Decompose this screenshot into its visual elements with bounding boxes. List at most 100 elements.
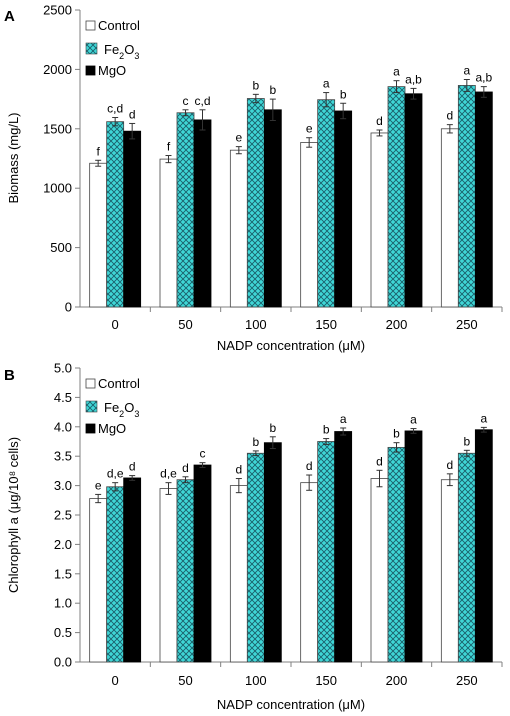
legend-swatch-fe2o3 [85, 42, 98, 55]
x-tick-label: 50 [178, 317, 192, 332]
significance-label-fe2o3: a [393, 65, 400, 79]
bar-fe2o3 [317, 99, 336, 308]
significance-label-control: f [167, 140, 171, 154]
significance-label-control: d [306, 459, 313, 473]
x-tick-label: 250 [456, 673, 478, 688]
significance-label-fe2o3: b [323, 423, 330, 437]
x-axis-label: NADP concentration (μM) [217, 338, 365, 353]
significance-label-control: e [306, 122, 313, 136]
y-tick-label: 4.5 [54, 390, 72, 405]
significance-label-control: f [96, 144, 100, 158]
y-axis-label: Chlorophyll a (μg/10⁸ cells) [6, 437, 21, 593]
significance-label-control: d [446, 458, 453, 472]
x-tick-label: 0 [112, 673, 119, 688]
y-tick-label: 1.0 [54, 596, 72, 611]
significance-label-fe2o3: b [252, 435, 259, 449]
bar-mgo [334, 110, 353, 308]
bar-control [89, 498, 108, 663]
chart-panel-b: B 0.0 0.5 1.0 1.5 2.0 2.5 3.0 3.5 4.0 4.5 5.0 Chloro… [4, 361, 503, 712]
significance-label-fe2o3: d [182, 461, 189, 475]
bar-control [229, 485, 248, 663]
bar-control [159, 488, 178, 663]
y-tick-label: 2.5 [54, 508, 72, 523]
x-tick-label: 200 [386, 673, 408, 688]
significance-label-mgo: d [129, 107, 136, 121]
bar-control [370, 478, 389, 663]
x-tick-label: 100 [245, 673, 267, 688]
significance-label-mgo: b [269, 421, 276, 435]
legend-swatch-control [85, 20, 96, 31]
y-tick-label: 3.0 [54, 478, 72, 493]
x-tick-label: 50 [178, 673, 192, 688]
legend-swatch-mgo [85, 65, 96, 76]
y-tick-label: 3.5 [54, 449, 72, 464]
significance-label-control: e [95, 478, 102, 492]
y-tick-label: 0 [65, 300, 72, 315]
x-tick-label: 0 [112, 317, 119, 332]
significance-label-mgo: b [269, 83, 276, 97]
significance-label-mgo: a [340, 412, 347, 426]
x-tick-label: 250 [456, 317, 478, 332]
significance-label-control: d,e [160, 467, 177, 481]
legend-label-mgo: MgO [98, 421, 126, 436]
y-tick-label: 2.0 [54, 537, 72, 552]
legend-label-fe2o3: Fe2O3 [104, 42, 139, 61]
panel-label: B [4, 367, 15, 384]
y-tick-label: 1000 [43, 181, 72, 196]
y-tick-label: 1.5 [54, 566, 72, 581]
bar-fe2o3 [246, 452, 265, 663]
y-tick-label: 5.0 [54, 361, 72, 376]
significance-label-mgo: a [410, 413, 417, 427]
y-tick-label: 0.5 [54, 625, 72, 640]
bar-mgo [334, 431, 353, 663]
x-tick-label: 150 [315, 673, 337, 688]
legend-swatch-fe2o3 [85, 400, 98, 413]
y-tick-label: 2000 [43, 62, 72, 77]
significance-label-fe2o3: b [252, 78, 259, 92]
bar-control [300, 142, 319, 308]
significance-label-fe2o3: a [323, 77, 330, 91]
significance-label-control: d [376, 114, 383, 128]
significance-label-fe2o3: d,e [107, 467, 124, 481]
significance-label-control: d [376, 454, 383, 468]
significance-label-mgo: c [200, 447, 206, 461]
bar-mgo [263, 442, 282, 663]
bar-fe2o3 [176, 112, 195, 308]
legend-label-mgo: MgO [98, 63, 126, 78]
legend-label-control: Control [98, 376, 140, 391]
significance-label-mgo: a,b [405, 72, 422, 86]
significance-label-mgo: d [129, 460, 136, 474]
bar-control [300, 482, 319, 663]
y-tick-label: 0.0 [54, 655, 72, 670]
significance-label-mgo: a [480, 411, 487, 425]
x-tick-label: 200 [386, 317, 408, 332]
y-tick-label: 4.0 [54, 419, 72, 434]
x-tick-label: 100 [245, 317, 267, 332]
bar-mgo [193, 119, 212, 308]
significance-label-fe2o3: a [463, 63, 470, 77]
x-axis-label: NADP concentration (μM) [217, 697, 365, 712]
bar-control [89, 162, 108, 308]
y-axis-label: Biomass (mg/L) [6, 112, 21, 203]
bar-mgo [123, 130, 142, 308]
bar-fe2o3 [176, 479, 195, 663]
significance-label-mgo: b [340, 87, 347, 101]
y-tick-label: 2500 [43, 3, 72, 18]
legend-label-fe2o3: Fe2O3 [104, 400, 139, 419]
bar-fe2o3 [387, 446, 406, 663]
bar-mgo [474, 91, 493, 308]
bar-fe2o3 [317, 441, 336, 663]
significance-label-control: d [446, 109, 453, 123]
bar-mgo [474, 429, 493, 663]
legend-label-control: Control [98, 18, 140, 33]
y-tick-label: 1500 [43, 121, 72, 136]
legend-swatch-mgo [85, 423, 96, 434]
bar-fe2o3 [457, 85, 476, 308]
significance-label-fe2o3: c [183, 94, 189, 108]
bar-control [370, 132, 389, 308]
bar-mgo [404, 93, 423, 308]
bar-fe2o3 [106, 486, 125, 663]
significance-label-mgo: c,d [194, 94, 210, 108]
